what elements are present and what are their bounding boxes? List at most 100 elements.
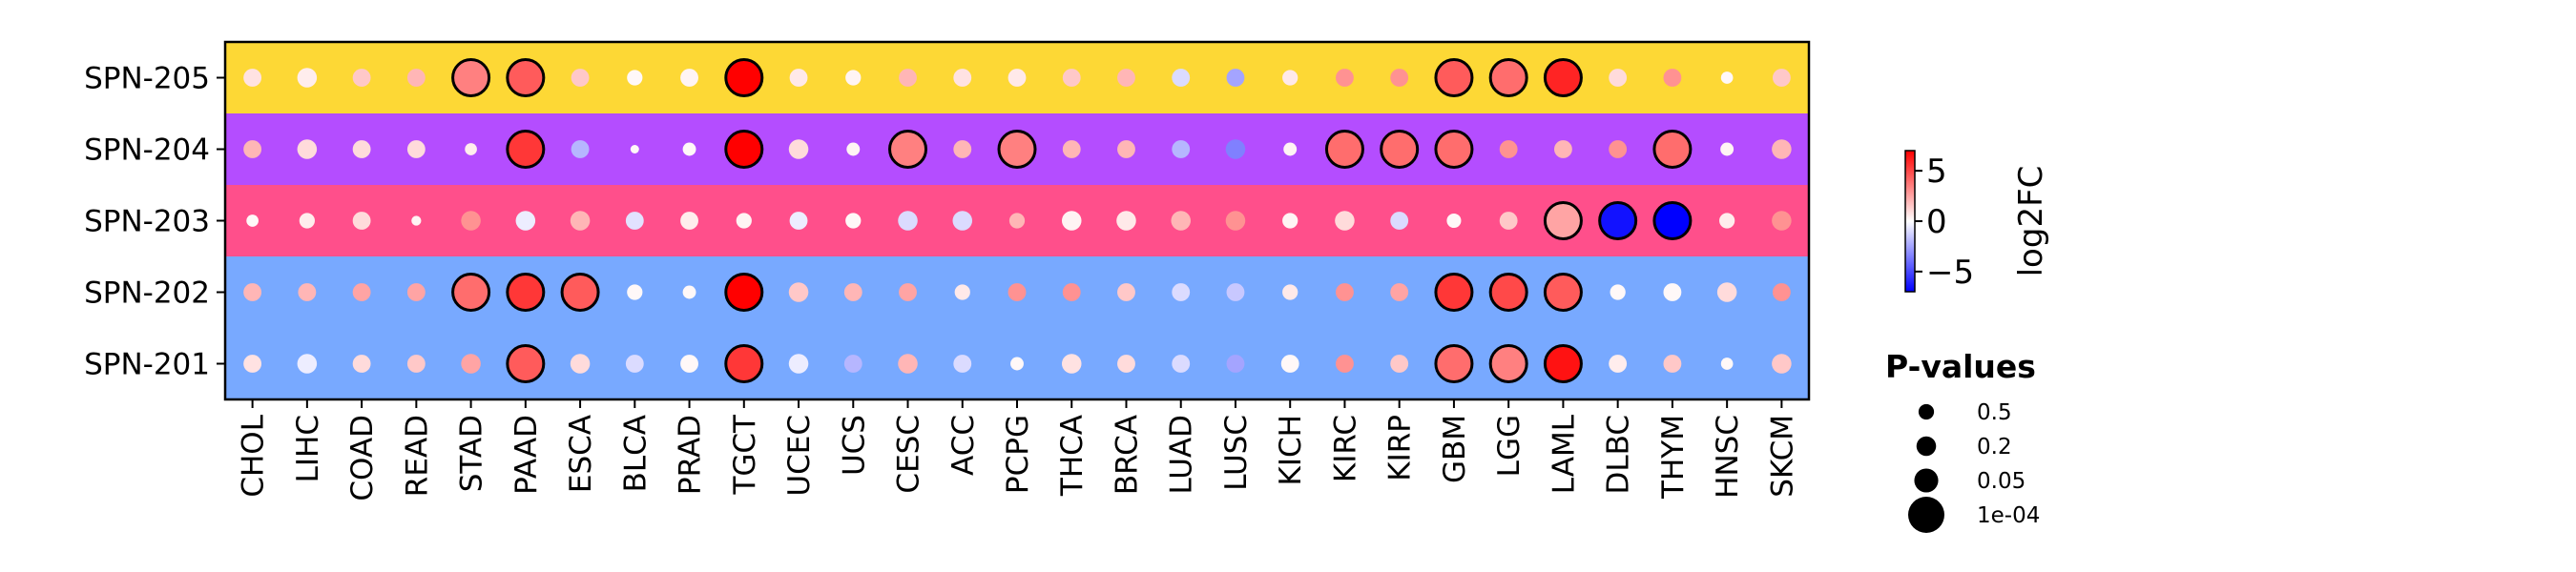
dot-mark xyxy=(1336,283,1354,301)
dot-mark xyxy=(465,143,477,155)
dot-mark xyxy=(724,130,764,169)
dot-mark xyxy=(843,283,862,301)
y-tick-label: SPN-202 xyxy=(84,276,210,311)
dot-mark xyxy=(1390,283,1409,301)
dot-mark xyxy=(1390,355,1409,373)
dot-mark xyxy=(888,130,928,169)
colorbar-tick-label: −5 xyxy=(1926,254,1974,292)
dot-mark xyxy=(1008,213,1026,229)
dot-mark xyxy=(846,142,861,156)
dot-mark xyxy=(571,69,590,87)
x-axis: CHOL LIHC COAD READ STAD PAAD ESCA BLCA PRAD TGCT… xyxy=(237,399,1799,501)
dot-mark xyxy=(451,273,491,312)
dot-mark xyxy=(1772,211,1792,231)
dot-mark xyxy=(680,212,698,230)
dot-mark xyxy=(1663,69,1682,87)
dot-mark xyxy=(1117,69,1135,87)
dot-mark xyxy=(1434,344,1474,383)
x-tick-label: LAML xyxy=(1547,414,1581,494)
x-tick-label: THCA xyxy=(1055,415,1090,497)
y-tick-label: SPN-201 xyxy=(84,348,210,382)
x-tick-label: LGG xyxy=(1492,415,1527,477)
dot-mark xyxy=(352,212,371,230)
dot-mark xyxy=(1488,273,1528,312)
dot-mark xyxy=(1008,283,1027,301)
dot-marks xyxy=(243,58,1792,383)
dot-mark xyxy=(788,139,809,159)
dot-mark xyxy=(1117,283,1135,301)
dot-mark xyxy=(625,212,644,230)
dot-mark xyxy=(1062,140,1081,158)
dot-mark xyxy=(952,211,973,231)
dot-mark xyxy=(1434,130,1474,169)
size-legend-label: 1e-04 xyxy=(1977,503,2040,528)
dot-mark xyxy=(724,273,764,312)
x-tick-label: THYM xyxy=(1656,415,1691,500)
dot-mark xyxy=(506,273,546,312)
dot-mark xyxy=(682,142,696,156)
dot-mark xyxy=(297,139,318,159)
dot-mark xyxy=(1663,355,1682,373)
dot-mark xyxy=(627,284,643,300)
x-tick-label: UCEC xyxy=(782,415,817,497)
dot-mark xyxy=(1225,211,1246,231)
dot-mark xyxy=(736,213,752,229)
colorbar-ticks: 5 0 −5 xyxy=(1915,153,1974,292)
size-legend: P-values 0.5 0.2 0.05 1e-04 xyxy=(1885,348,2040,533)
y-tick-label: SPN-203 xyxy=(84,205,210,239)
dot-mark xyxy=(1720,358,1734,370)
dot-mark xyxy=(560,273,600,312)
dot-mark xyxy=(461,211,481,231)
dot-mark xyxy=(1609,69,1628,87)
dot-mark xyxy=(406,69,426,87)
x-tick-label: LUAD xyxy=(1165,415,1199,495)
dot-mark xyxy=(406,355,426,373)
dot-mark xyxy=(1772,139,1792,159)
colorbar-gradient xyxy=(1904,150,1916,293)
size-legend-title: P-values xyxy=(1885,348,2036,385)
dot-mark xyxy=(1610,284,1626,300)
x-tick-label: PRAD xyxy=(674,415,708,495)
dot-mark xyxy=(1116,211,1136,231)
dot-mark xyxy=(1543,201,1583,240)
x-tick-label: BRCA xyxy=(1110,415,1144,495)
y-tick-label: SPN-205 xyxy=(84,62,210,96)
dot-mark xyxy=(788,282,809,302)
dot-mark xyxy=(1226,69,1245,87)
dot-mark xyxy=(506,58,546,97)
dot-mark xyxy=(352,283,371,301)
dot-mark xyxy=(1543,344,1583,383)
x-tick-label: HNSC xyxy=(1711,415,1745,499)
x-tick-label: BLCA xyxy=(618,415,653,492)
x-tick-label: ESCA xyxy=(564,415,598,493)
dot-mark xyxy=(461,354,481,374)
dot-mark xyxy=(299,213,315,229)
dot-mark xyxy=(352,355,371,373)
y-tick-label: SPN-204 xyxy=(84,133,210,168)
x-tick-label: PAAD xyxy=(509,415,544,495)
colorbar: 5 0 −5 log2FC xyxy=(1904,150,2050,293)
dot-mark xyxy=(1062,283,1081,301)
dot-mark xyxy=(243,140,262,158)
size-legend-label: 0.2 xyxy=(1977,435,2012,460)
dot-mark xyxy=(1390,69,1409,87)
dot-mark xyxy=(680,355,698,373)
dot-mark xyxy=(515,211,536,231)
dot-mark xyxy=(1172,283,1191,301)
dot-mark xyxy=(1061,354,1082,374)
x-tick-label: KIRP xyxy=(1383,415,1418,481)
dot-mark xyxy=(682,285,696,299)
dot-mark xyxy=(571,140,590,158)
dot-mark xyxy=(1543,58,1583,97)
dot-mark xyxy=(724,58,764,97)
dot-mark xyxy=(953,69,972,87)
dot-mark xyxy=(1282,213,1298,229)
x-tick-label: KICH xyxy=(1274,415,1308,485)
dot-mark xyxy=(1553,140,1572,158)
dot-mark xyxy=(1772,283,1791,301)
dot-mark xyxy=(1772,69,1791,87)
dot-mark xyxy=(953,140,972,158)
x-tick-label: PCPG xyxy=(1001,415,1035,494)
dot-mark xyxy=(406,283,426,301)
dot-mark xyxy=(845,70,862,86)
